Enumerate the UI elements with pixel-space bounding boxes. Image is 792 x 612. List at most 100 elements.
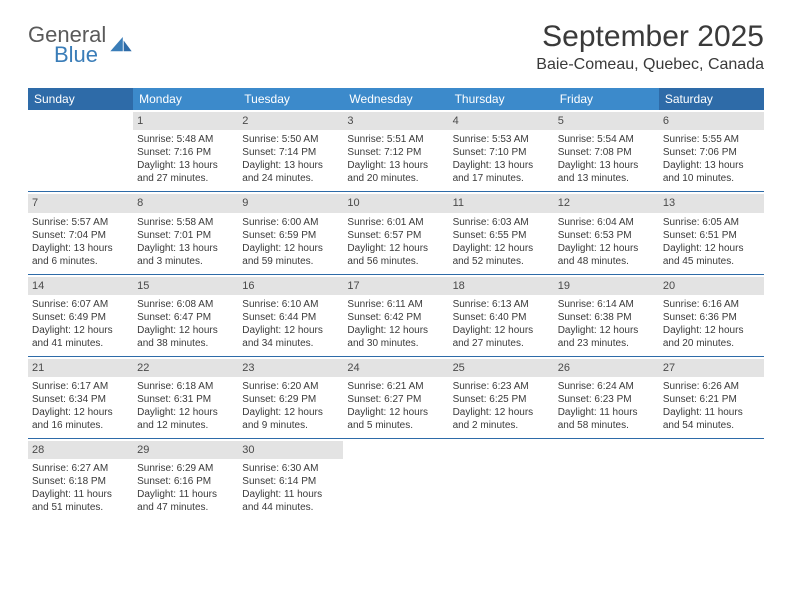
month-title: September 2025: [536, 20, 764, 54]
day-number: 16: [238, 277, 343, 295]
calendar-cell: 19Sunrise: 6:14 AMSunset: 6:38 PMDayligh…: [554, 275, 659, 356]
day-number: 27: [659, 359, 764, 377]
calendar-cell: 25Sunrise: 6:23 AMSunset: 6:25 PMDayligh…: [449, 357, 554, 438]
calendar-cell: 2Sunrise: 5:50 AMSunset: 7:14 PMDaylight…: [238, 110, 343, 191]
sunset-line: Sunset: 6:16 PM: [137, 475, 234, 488]
title-block: September 2025 Baie-Comeau, Quebec, Cana…: [536, 20, 764, 74]
sunrise-line: Sunrise: 5:51 AM: [347, 133, 444, 146]
daylight-line: Daylight: 13 hours and 17 minutes.: [453, 159, 550, 185]
day-number: 28: [28, 441, 133, 459]
calendar-week: 21Sunrise: 6:17 AMSunset: 6:34 PMDayligh…: [28, 357, 764, 439]
day-number: 24: [343, 359, 448, 377]
sunrise-line: Sunrise: 6:20 AM: [242, 380, 339, 393]
day-number: 17: [343, 277, 448, 295]
day-number: 21: [28, 359, 133, 377]
sunrise-line: Sunrise: 5:57 AM: [32, 216, 129, 229]
daylight-line: Daylight: 11 hours and 51 minutes.: [32, 488, 129, 514]
calendar-cell: 26Sunrise: 6:24 AMSunset: 6:23 PMDayligh…: [554, 357, 659, 438]
daylight-line: Daylight: 11 hours and 58 minutes.: [558, 406, 655, 432]
day-number: 30: [238, 441, 343, 459]
day-number: 7: [28, 194, 133, 212]
sunset-line: Sunset: 6:29 PM: [242, 393, 339, 406]
daylight-line: Daylight: 11 hours and 54 minutes.: [663, 406, 760, 432]
calendar-week: 14Sunrise: 6:07 AMSunset: 6:49 PMDayligh…: [28, 275, 764, 357]
sunset-line: Sunset: 6:21 PM: [663, 393, 760, 406]
day-number: 26: [554, 359, 659, 377]
day-number: 15: [133, 277, 238, 295]
daylight-line: Daylight: 12 hours and 27 minutes.: [453, 324, 550, 350]
sunrise-line: Sunrise: 5:54 AM: [558, 133, 655, 146]
day-number: 4: [449, 112, 554, 130]
day-header: Saturday: [659, 88, 764, 110]
calendar-cell-empty: [449, 439, 554, 520]
calendar-cell: 12Sunrise: 6:04 AMSunset: 6:53 PMDayligh…: [554, 192, 659, 273]
calendar-cell: 10Sunrise: 6:01 AMSunset: 6:57 PMDayligh…: [343, 192, 448, 273]
daylight-line: Daylight: 13 hours and 3 minutes.: [137, 242, 234, 268]
day-number: 14: [28, 277, 133, 295]
calendar-cell: 15 Sunrise: 6:08 AMSunset: 6:47 PMDayligh…: [133, 275, 238, 356]
sunset-line: Sunset: 6:27 PM: [347, 393, 444, 406]
sunrise-line: Sunrise: 5:48 AM: [137, 133, 234, 146]
sunrise-line: Sunrise: 6:08 AM: [137, 298, 234, 311]
sunrise-line: Sunrise: 6:05 AM: [663, 216, 760, 229]
day-number: 18: [449, 277, 554, 295]
daylight-line: Daylight: 13 hours and 27 minutes.: [137, 159, 234, 185]
calendar-cell-empty: [28, 110, 133, 191]
weeks-container: 1Sunrise: 5:48 AMSunset: 7:16 PMDaylight…: [28, 110, 764, 520]
day-number: 29: [133, 441, 238, 459]
day-number: 9: [238, 194, 343, 212]
sunrise-line: Sunrise: 6:17 AM: [32, 380, 129, 393]
sunrise-line: Sunrise: 6:04 AM: [558, 216, 655, 229]
sunset-line: Sunset: 6:57 PM: [347, 229, 444, 242]
calendar-cell: 27 Sunrise: 6:26 AMSunset: 6:21 PMDayligh…: [659, 357, 764, 438]
header: General Blue September 2025 Baie-Comeau,…: [28, 20, 764, 74]
daylight-line: Daylight: 12 hours and 59 minutes.: [242, 242, 339, 268]
daylight-line: Daylight: 12 hours and 12 minutes.: [137, 406, 234, 432]
calendar-cell: 18Sunrise: 6:13 AMSunset: 6:40 PMDayligh…: [449, 275, 554, 356]
logo-sail-icon: [110, 37, 132, 53]
day-header: Sunday: [28, 88, 133, 110]
sunset-line: Sunset: 6:49 PM: [32, 311, 129, 324]
calendar-cell: 22Sunrise: 6:18 AMSunset: 6:31 PMDayligh…: [133, 357, 238, 438]
day-number: 3: [343, 112, 448, 130]
sunset-line: Sunset: 6:18 PM: [32, 475, 129, 488]
sunset-line: Sunset: 6:38 PM: [558, 311, 655, 324]
sunrise-line: Sunrise: 6:10 AM: [242, 298, 339, 311]
day-number: 12: [554, 194, 659, 212]
sunrise-line: Sunrise: 5:58 AM: [137, 216, 234, 229]
logo-part2: Blue: [54, 44, 106, 66]
sunrise-line: Sunrise: 6:23 AM: [453, 380, 550, 393]
sunrise-line: Sunrise: 5:53 AM: [453, 133, 550, 146]
day-header: Wednesday: [343, 88, 448, 110]
calendar-cell: 17Sunrise: 6:11 AMSunset: 6:42 PMDayligh…: [343, 275, 448, 356]
location: Baie-Comeau, Quebec, Canada: [536, 56, 764, 74]
sunset-line: Sunset: 7:08 PM: [558, 146, 655, 159]
sunrise-line: Sunrise: 6:26 AM: [663, 380, 760, 393]
daylight-line: Daylight: 12 hours and 2 minutes.: [453, 406, 550, 432]
day-number: 22: [133, 359, 238, 377]
day-headers-row: SundayMondayTuesdayWednesdayThursdayFrid…: [28, 88, 764, 110]
calendar-cell: 9Sunrise: 6:00 AMSunset: 6:59 PMDaylight…: [238, 192, 343, 273]
sunrise-line: Sunrise: 5:50 AM: [242, 133, 339, 146]
day-number: 11: [449, 194, 554, 212]
calendar: SundayMondayTuesdayWednesdayThursdayFrid…: [28, 88, 764, 520]
sunset-line: Sunset: 7:16 PM: [137, 146, 234, 159]
sunset-line: Sunset: 6:14 PM: [242, 475, 339, 488]
day-number: 2: [238, 112, 343, 130]
calendar-cell: 13Sunrise: 6:05 AMSunset: 6:51 PMDayligh…: [659, 192, 764, 273]
calendar-cell-empty: [659, 439, 764, 520]
calendar-cell: 28Sunrise: 6:27 AMSunset: 6:18 PMDayligh…: [28, 439, 133, 520]
sunrise-line: Sunrise: 6:29 AM: [137, 462, 234, 475]
sunset-line: Sunset: 6:47 PM: [137, 311, 234, 324]
daylight-line: Daylight: 11 hours and 47 minutes.: [137, 488, 234, 514]
sunset-line: Sunset: 7:14 PM: [242, 146, 339, 159]
calendar-cell: 20Sunrise: 6:16 AMSunset: 6:36 PMDayligh…: [659, 275, 764, 356]
daylight-line: Daylight: 12 hours and 45 minutes.: [663, 242, 760, 268]
sunrise-line: Sunrise: 5:55 AM: [663, 133, 760, 146]
daylight-line: Daylight: 12 hours and 38 minutes.: [137, 324, 234, 350]
sunset-line: Sunset: 7:06 PM: [663, 146, 760, 159]
calendar-cell: 16Sunrise: 6:10 AMSunset: 6:44 PMDayligh…: [238, 275, 343, 356]
sunset-line: Sunset: 6:51 PM: [663, 229, 760, 242]
sunset-line: Sunset: 6:23 PM: [558, 393, 655, 406]
sunset-line: Sunset: 7:01 PM: [137, 229, 234, 242]
